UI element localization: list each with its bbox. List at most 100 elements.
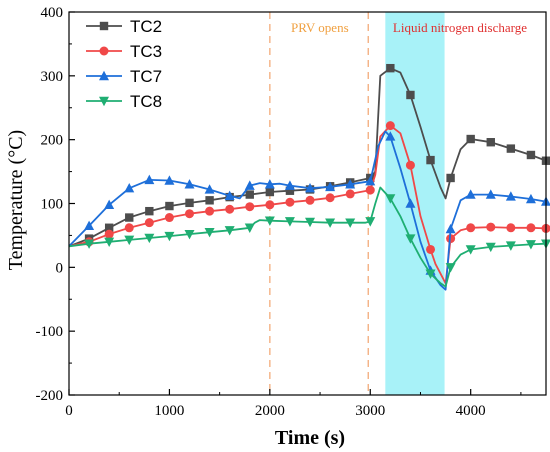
data-point-tc7 [104, 199, 115, 209]
data-point-tc3 [365, 185, 375, 195]
data-point-tc2 [406, 90, 415, 100]
data-point-tc7 [405, 198, 416, 208]
y-tick-label: -200 [36, 388, 64, 404]
legend-marker-tc7 [99, 70, 109, 81]
data-point-tc7 [244, 180, 255, 190]
data-point-tc8 [184, 229, 195, 240]
legend-marker-tc8 [99, 96, 109, 107]
data-point-tc2 [104, 223, 114, 232]
data-point-tc3 [185, 209, 195, 219]
data-point-tc7 [385, 131, 396, 141]
data-point-tc2 [526, 150, 536, 160]
y-tick-label: 200 [41, 133, 64, 149]
y-tick-label: 400 [41, 5, 64, 21]
data-point-tc7 [505, 191, 516, 201]
prv-opens-label: PRV opens [291, 20, 349, 35]
data-point-tc8 [465, 245, 476, 255]
x-tick-label: 2000 [255, 403, 285, 419]
data-point-tc3 [385, 121, 395, 131]
data-point-tc2 [185, 198, 194, 208]
data-point-tc7 [84, 220, 95, 231]
data-point-tc8 [104, 237, 115, 247]
y-tick-label: 300 [41, 69, 64, 85]
data-point-tc2 [205, 196, 214, 205]
data-point-tc7 [144, 174, 155, 185]
data-point-tc8 [124, 235, 135, 246]
data-point-tc3 [405, 160, 415, 170]
data-point-tc2 [145, 206, 154, 216]
data-point-tc7 [345, 179, 356, 189]
series-line-tc7 [68, 130, 547, 291]
data-point-tc7 [465, 189, 476, 199]
data-point-tc8 [144, 233, 155, 244]
legend-label-tc8: TC8 [130, 92, 162, 111]
data-point-tc3 [426, 244, 436, 254]
data-point-tc3 [245, 202, 255, 212]
y-axis-label: Temperature (°C) [5, 130, 27, 270]
data-point-tc2 [466, 134, 475, 144]
data-point-tc8 [204, 228, 215, 238]
data-point-tc8 [385, 194, 396, 204]
legend-marker-tc2 [99, 21, 109, 31]
data-point-tc2 [386, 63, 395, 73]
legend: TC2 TC3 TC7 TC8 [86, 17, 162, 111]
data-point-tc2 [446, 173, 455, 183]
data-point-tc3 [104, 229, 114, 239]
data-point-tc8 [325, 218, 336, 228]
data-point-tc7 [365, 175, 376, 186]
data-point-tc7 [264, 179, 275, 189]
data-point-tc8 [425, 269, 436, 279]
data-point-tc2 [245, 190, 254, 199]
data-point-tc8 [224, 226, 235, 236]
data-point-tc2 [125, 213, 134, 222]
data-point-tc7 [184, 179, 195, 189]
data-point-tc3 [225, 204, 235, 214]
legend-label-tc7: TC7 [130, 67, 162, 86]
data-point-tc8 [84, 239, 95, 249]
data-point-tc7 [164, 175, 175, 185]
data-point-tc8 [164, 231, 175, 242]
data-point-tc3 [265, 200, 275, 210]
data-point-tc3 [466, 223, 476, 233]
y-tick-label: -100 [36, 324, 64, 340]
data-point-tc8 [445, 263, 456, 273]
x-tick-label: 4000 [456, 403, 486, 419]
x-axis-label: Time (s) [275, 427, 345, 449]
data-point-tc8 [345, 218, 356, 228]
series-line-tc3 [68, 124, 547, 285]
data-point-tc7 [204, 184, 215, 194]
data-point-tc7 [485, 189, 496, 199]
data-point-tc8 [365, 217, 376, 227]
data-point-tc2 [506, 144, 516, 153]
data-point-tc8 [264, 216, 275, 226]
x-tick-label: 1000 [154, 403, 184, 419]
data-point-tc7 [305, 182, 316, 193]
data-point-tc2 [165, 201, 174, 211]
x-tick-label: 0 [65, 403, 73, 419]
data-point-tc3 [526, 223, 536, 233]
x-tick-label: 3000 [355, 403, 385, 419]
y-tick-label: 0 [56, 260, 64, 276]
data-point-tc3 [486, 222, 496, 232]
data-point-tc8 [505, 241, 516, 251]
data-point-tc3 [164, 213, 174, 223]
data-point-tc7 [445, 223, 456, 234]
data-point-tc2 [265, 187, 275, 197]
ln2-discharge-band [385, 12, 445, 395]
series-line-tc8 [68, 186, 547, 288]
data-point-tc3 [124, 223, 134, 233]
data-point-tc8 [405, 234, 416, 244]
data-point-tc8 [525, 240, 536, 250]
legend-label-tc3: TC3 [130, 42, 162, 61]
data-point-tc7 [325, 181, 336, 192]
data-point-tc3 [205, 206, 215, 216]
data-point-tc7 [284, 180, 295, 190]
data-point-tc7 [525, 193, 536, 204]
data-point-tc8 [244, 223, 255, 233]
ln2-discharge-label: Liquid nitrogen discharge [393, 20, 527, 35]
data-point-tc8 [305, 217, 316, 228]
annotation-layer: PRV opens Liquid nitrogen discharge [269, 12, 527, 395]
data-point-tc2 [486, 138, 495, 147]
data-point-tc7 [124, 182, 135, 193]
